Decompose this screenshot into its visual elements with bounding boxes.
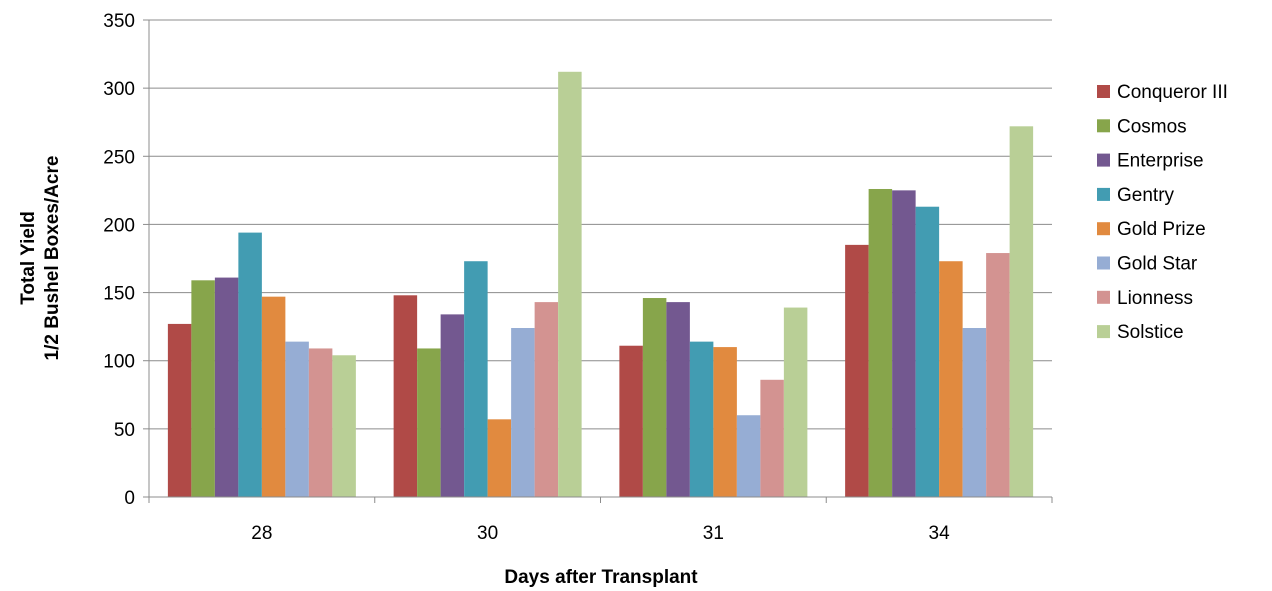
bar-solstice-34 bbox=[1009, 126, 1034, 497]
bar-gold-prize-34 bbox=[939, 261, 963, 497]
axes bbox=[148, 20, 1053, 503]
y-tick-label: 0 bbox=[124, 488, 135, 509]
y-tick-label: 200 bbox=[103, 215, 135, 236]
bar-lionness-28 bbox=[308, 348, 333, 497]
bar-solstice-30 bbox=[558, 71, 582, 497]
y-axis-title-line1: Total Yield bbox=[18, 211, 39, 305]
x-tick-label: 31 bbox=[703, 523, 724, 544]
legend: Conqueror III Cosmos Enterprise Gentry Gold … bbox=[1097, 82, 1228, 343]
legend-swatch-cosmos bbox=[1097, 119, 1110, 133]
x-tick-label: 30 bbox=[477, 523, 498, 544]
x-axis-title: Days after Transplant bbox=[504, 567, 698, 588]
x-tick-labels: 28 30 31 34 bbox=[251, 523, 950, 544]
bar-gentry-28 bbox=[238, 232, 262, 497]
y-axis-title-line2: 1/2 Bushel Boxes/Acre bbox=[42, 156, 63, 361]
bar-gentry-31 bbox=[689, 341, 714, 497]
legend-label-cosmos: Cosmos bbox=[1117, 116, 1187, 137]
y-tick-label: 250 bbox=[103, 147, 135, 168]
bar-enterprise-30 bbox=[440, 314, 465, 497]
bar-solstice-28 bbox=[332, 355, 356, 497]
bar-conqueror-iii-30 bbox=[393, 295, 418, 497]
legend-label-enterprise: Enterprise bbox=[1117, 151, 1204, 172]
legend-label-conqueror-iii: Conqueror III bbox=[1117, 82, 1228, 103]
legend-label-lionness: Lionness bbox=[1117, 288, 1193, 309]
y-tick-label: 50 bbox=[114, 420, 135, 441]
legend-label-gold-prize: Gold Prize bbox=[1117, 219, 1206, 240]
legend-label-gentry: Gentry bbox=[1117, 185, 1175, 206]
bar-gold-star-31 bbox=[736, 415, 761, 497]
bar-gold-prize-31 bbox=[713, 347, 737, 497]
bar-solstice-31 bbox=[783, 307, 808, 497]
y-tick-label: 150 bbox=[103, 284, 135, 305]
bars bbox=[167, 71, 1034, 497]
bar-cosmos-30 bbox=[417, 348, 441, 497]
y-tick-label: 100 bbox=[103, 352, 135, 373]
legend-swatch-enterprise bbox=[1097, 153, 1110, 167]
bar-gold-star-30 bbox=[511, 328, 535, 497]
bar-cosmos-31 bbox=[642, 298, 667, 497]
x-tick-label: 34 bbox=[929, 523, 951, 544]
legend-swatch-lionness bbox=[1097, 290, 1110, 304]
bar-gold-prize-30 bbox=[487, 419, 512, 497]
bar-gentry-34 bbox=[915, 206, 940, 497]
bar-gold-prize-28 bbox=[261, 296, 286, 497]
bar-lionness-31 bbox=[760, 379, 784, 497]
y-tick-label: 300 bbox=[103, 79, 135, 100]
bar-enterprise-34 bbox=[892, 190, 916, 497]
legend-swatch-gentry bbox=[1097, 187, 1110, 201]
bar-gold-star-28 bbox=[285, 341, 309, 497]
bar-gold-star-34 bbox=[962, 328, 987, 497]
bar-enterprise-31 bbox=[666, 302, 690, 497]
legend-swatch-conqueror-iii bbox=[1097, 85, 1110, 98]
bar-lionness-30 bbox=[534, 302, 559, 497]
bar-cosmos-28 bbox=[191, 280, 215, 497]
y-axis-title: Total Yield 1/2 Bushel Boxes/Acre bbox=[18, 156, 63, 361]
bar-enterprise-28 bbox=[214, 277, 239, 497]
bar-conqueror-iii-28 bbox=[167, 323, 192, 497]
bar-cosmos-34 bbox=[868, 188, 893, 497]
legend-label-gold-star: Gold Star bbox=[1117, 254, 1198, 275]
bar-conqueror-iii-34 bbox=[845, 244, 869, 497]
legend-swatch-solstice bbox=[1097, 325, 1110, 339]
legend-swatch-gold-prize bbox=[1097, 222, 1110, 236]
bar-gentry-30 bbox=[464, 261, 488, 497]
y-tick-label: 350 bbox=[103, 11, 135, 32]
legend-swatch-gold-star bbox=[1097, 256, 1110, 270]
bar-lionness-34 bbox=[986, 253, 1010, 497]
y-tick-labels: 0 50 100 150 200 250 300 350 bbox=[103, 11, 135, 509]
x-tick-label: 28 bbox=[251, 523, 272, 544]
bar-conqueror-iii-31 bbox=[619, 345, 643, 497]
legend-label-solstice: Solstice bbox=[1117, 322, 1184, 343]
